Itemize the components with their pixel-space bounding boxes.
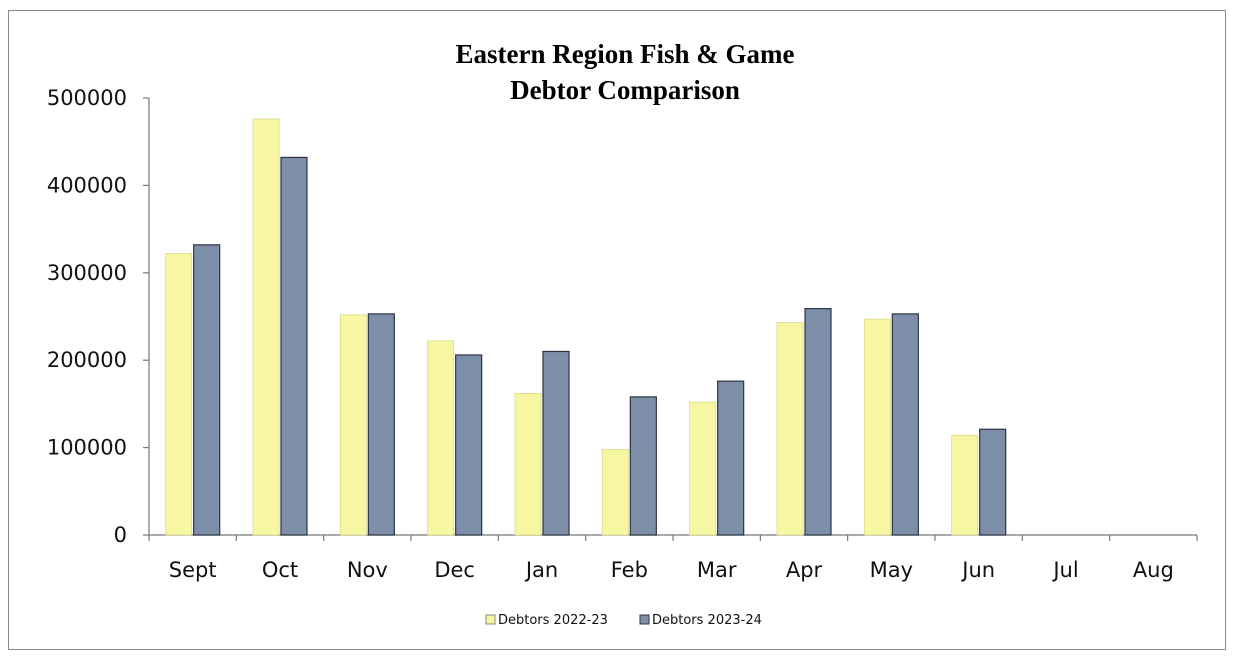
- x-tick-label: Sept: [169, 558, 217, 582]
- y-tick-label: 0: [114, 523, 127, 547]
- x-tick-label: Oct: [262, 558, 298, 582]
- legend-label-debtors-2022-23: Debtors 2022-23: [498, 613, 608, 628]
- legend: Debtors 2022-23 Debtors 2023-24: [485, 613, 762, 628]
- y-tick-label: 300000: [47, 261, 127, 285]
- y-tick-label: 200000: [47, 348, 127, 372]
- y-tick-label: 500000: [47, 86, 127, 110]
- bar-debtors-2022-23-jan: [514, 393, 542, 536]
- bars: [165, 118, 1007, 536]
- axes: [143, 97, 1198, 541]
- bar-debtors-2022-23-nov: [339, 314, 367, 536]
- bar-debtors-2022-23-may: [863, 318, 891, 536]
- bar-debtors-2023-24-apr: [804, 308, 832, 536]
- bar-debtors-2022-23-mar: [689, 401, 717, 536]
- chart-title-line-2: Debtor Comparison: [510, 75, 740, 105]
- bar-debtors-2023-24-feb: [629, 396, 657, 536]
- legend-label-debtors-2023-24: Debtors 2023-24: [652, 613, 762, 628]
- bar-debtors-2022-23-dec: [427, 340, 455, 536]
- bar-debtors-2022-23-jun: [951, 434, 979, 536]
- bar-chart: Eastern Region Fish & Game Debtor Compar…: [47, 39, 1198, 628]
- bar-debtors-2023-24-sept: [193, 244, 221, 536]
- bar-debtors-2023-24-oct: [280, 156, 308, 536]
- x-tick-label: Aug: [1133, 558, 1174, 582]
- bar-debtors-2023-24-mar: [717, 380, 745, 536]
- bar-debtors-2022-23-sept: [165, 253, 193, 536]
- x-tick-label: Dec: [434, 558, 475, 582]
- y-tick-label: 100000: [47, 436, 127, 460]
- bar-debtors-2023-24-nov: [367, 313, 395, 536]
- x-tick-label: Jun: [960, 558, 995, 582]
- tick-labels: 0 100000 200000 300000 400000 500000 Sept Oct No…: [47, 86, 1174, 582]
- x-tick-label: Mar: [697, 558, 737, 582]
- bar-debtors-2022-23-apr: [776, 322, 804, 536]
- x-tick-label: May: [870, 558, 913, 582]
- bar-debtors-2022-23-oct: [252, 118, 280, 536]
- x-tick-label: Apr: [786, 558, 823, 582]
- x-tick-label: Jan: [524, 558, 558, 582]
- chart-frame: Eastern Region Fish & Game Debtor Compar…: [8, 10, 1226, 650]
- bar-debtors-2023-24-jan: [542, 350, 570, 536]
- legend-swatch-debtors-2022-23: [485, 614, 496, 625]
- bar-debtors-2022-23-feb: [601, 448, 629, 536]
- y-tick-label: 400000: [47, 173, 127, 197]
- x-tick-label: Jul: [1051, 558, 1078, 582]
- x-tick-label: Feb: [611, 558, 648, 582]
- x-tick-label: Nov: [347, 558, 388, 582]
- chart-title-line-1: Eastern Region Fish & Game: [456, 39, 795, 69]
- legend-swatch-debtors-2023-24: [639, 614, 650, 625]
- bar-debtors-2023-24-dec: [455, 354, 483, 536]
- bar-debtors-2023-24-may: [891, 313, 919, 536]
- bar-debtors-2023-24-jun: [979, 428, 1007, 536]
